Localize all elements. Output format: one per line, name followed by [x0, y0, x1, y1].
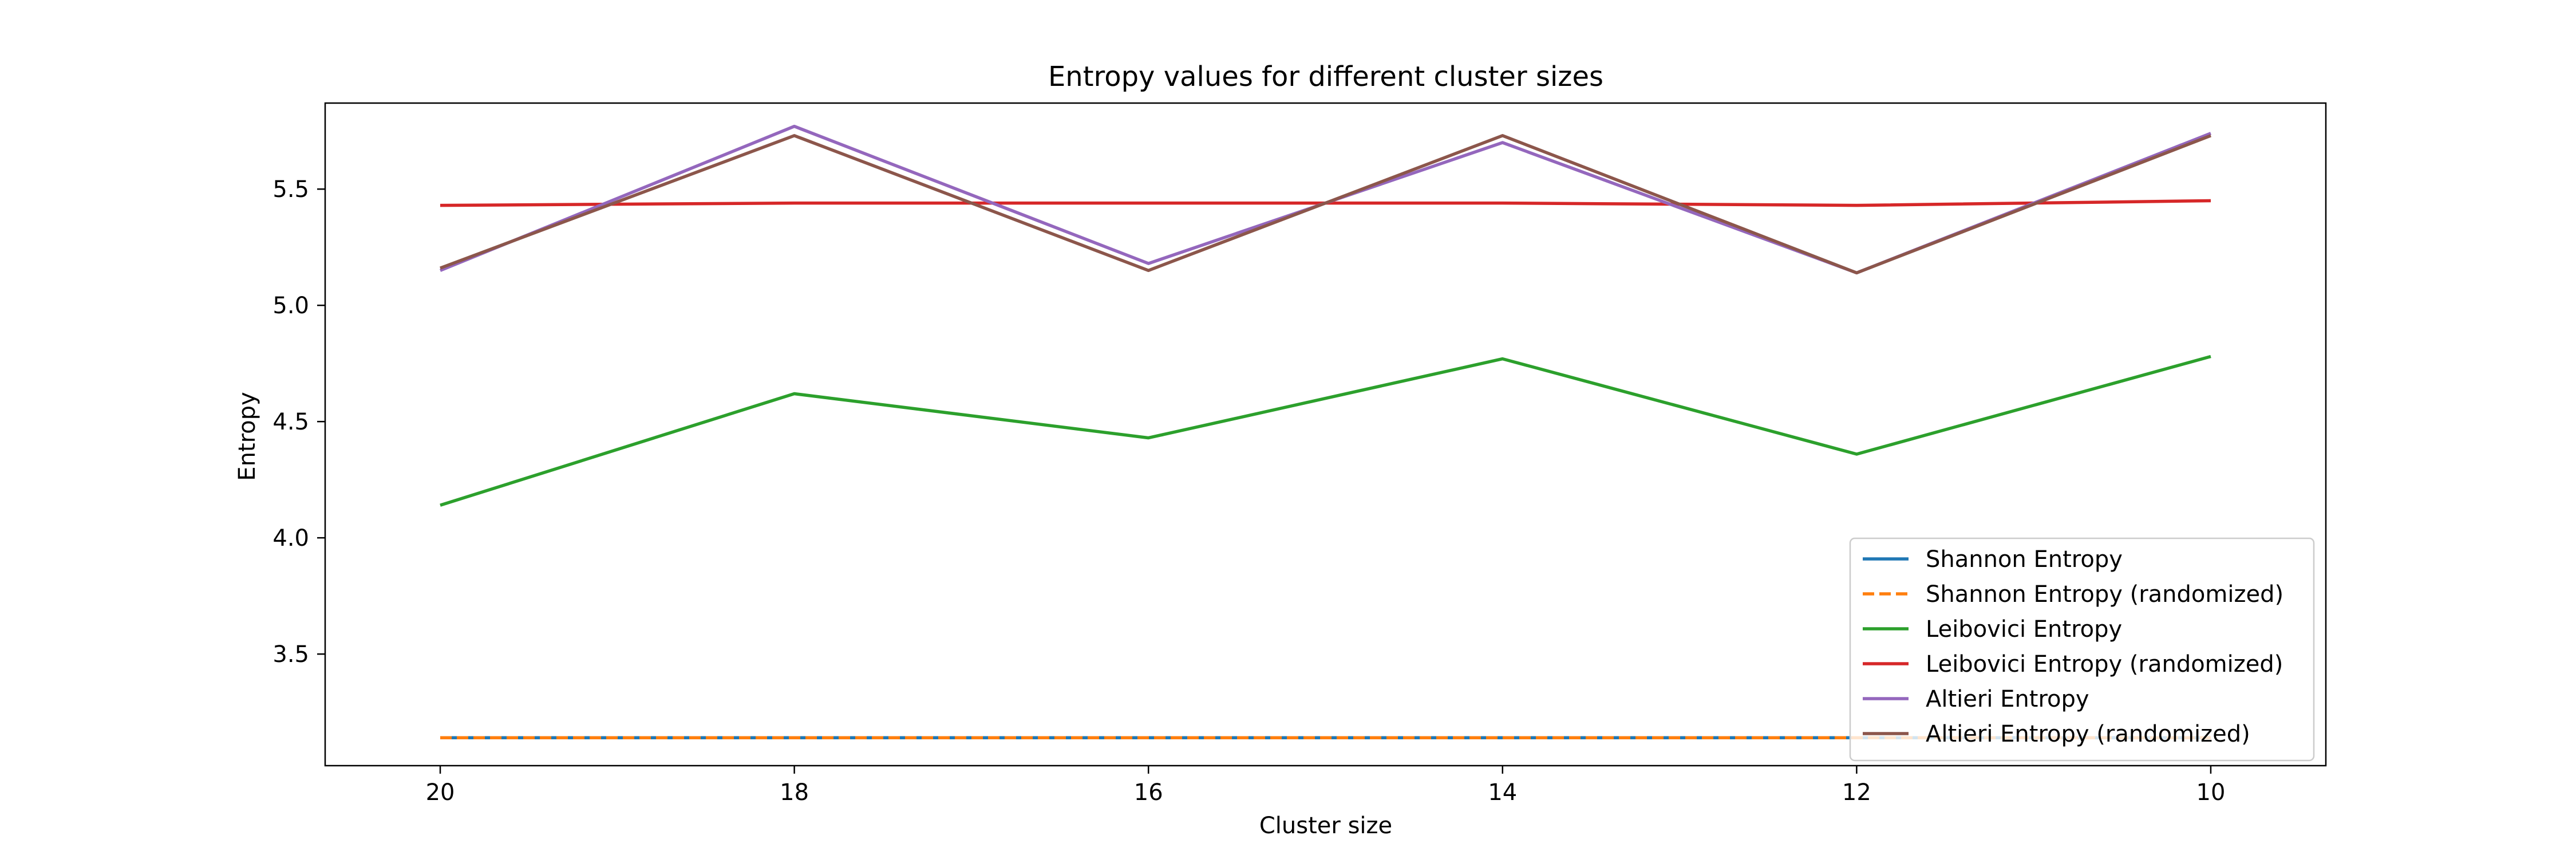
x-tick-label: 14	[1488, 779, 1517, 806]
plot-frame	[324, 102, 2327, 767]
legend-box	[1849, 537, 2315, 762]
chart-title: Entropy values for different cluster siz…	[1048, 61, 1603, 93]
legend: Shannon Entropy Shannon Entropy (randomiz…	[1849, 537, 2315, 762]
series-line-6	[440, 134, 2211, 275]
y-tick-label: 4.0	[272, 525, 309, 551]
series-line-3	[440, 354, 2211, 507]
legend-label: Leibovici Entropy (randomized)	[1926, 651, 2283, 677]
x-tick-label: 16	[1134, 779, 1163, 806]
y-tick-label: 4.5	[272, 409, 309, 435]
y-tick-label: 3.5	[272, 641, 309, 668]
legend-label: Shannon Entropy	[1926, 546, 2123, 573]
legend-label: Altieri Entropy	[1926, 686, 2089, 712]
x-tick-label: 20	[426, 779, 455, 806]
y-tick-label: 5.0	[272, 293, 309, 319]
x-axis: 20 18 16 14 12 10	[426, 766, 2226, 806]
x-axis-label: Cluster size	[1259, 813, 1392, 839]
legend-label: Shannon Entropy (randomized)	[1926, 581, 2283, 608]
x-tick-label: 12	[1842, 779, 1871, 806]
y-axis: 3.5 4.0 4.5 5.0 5.5	[272, 176, 325, 668]
x-tick-label: 10	[2196, 779, 2226, 806]
legend-label: Altieri Entropy (randomized)	[1926, 721, 2250, 747]
x-tick-label: 18	[780, 779, 809, 806]
y-axis-label: Entropy	[234, 392, 260, 480]
legend-label: Leibovici Entropy	[1926, 616, 2122, 643]
y-tick-label: 5.5	[272, 176, 309, 203]
